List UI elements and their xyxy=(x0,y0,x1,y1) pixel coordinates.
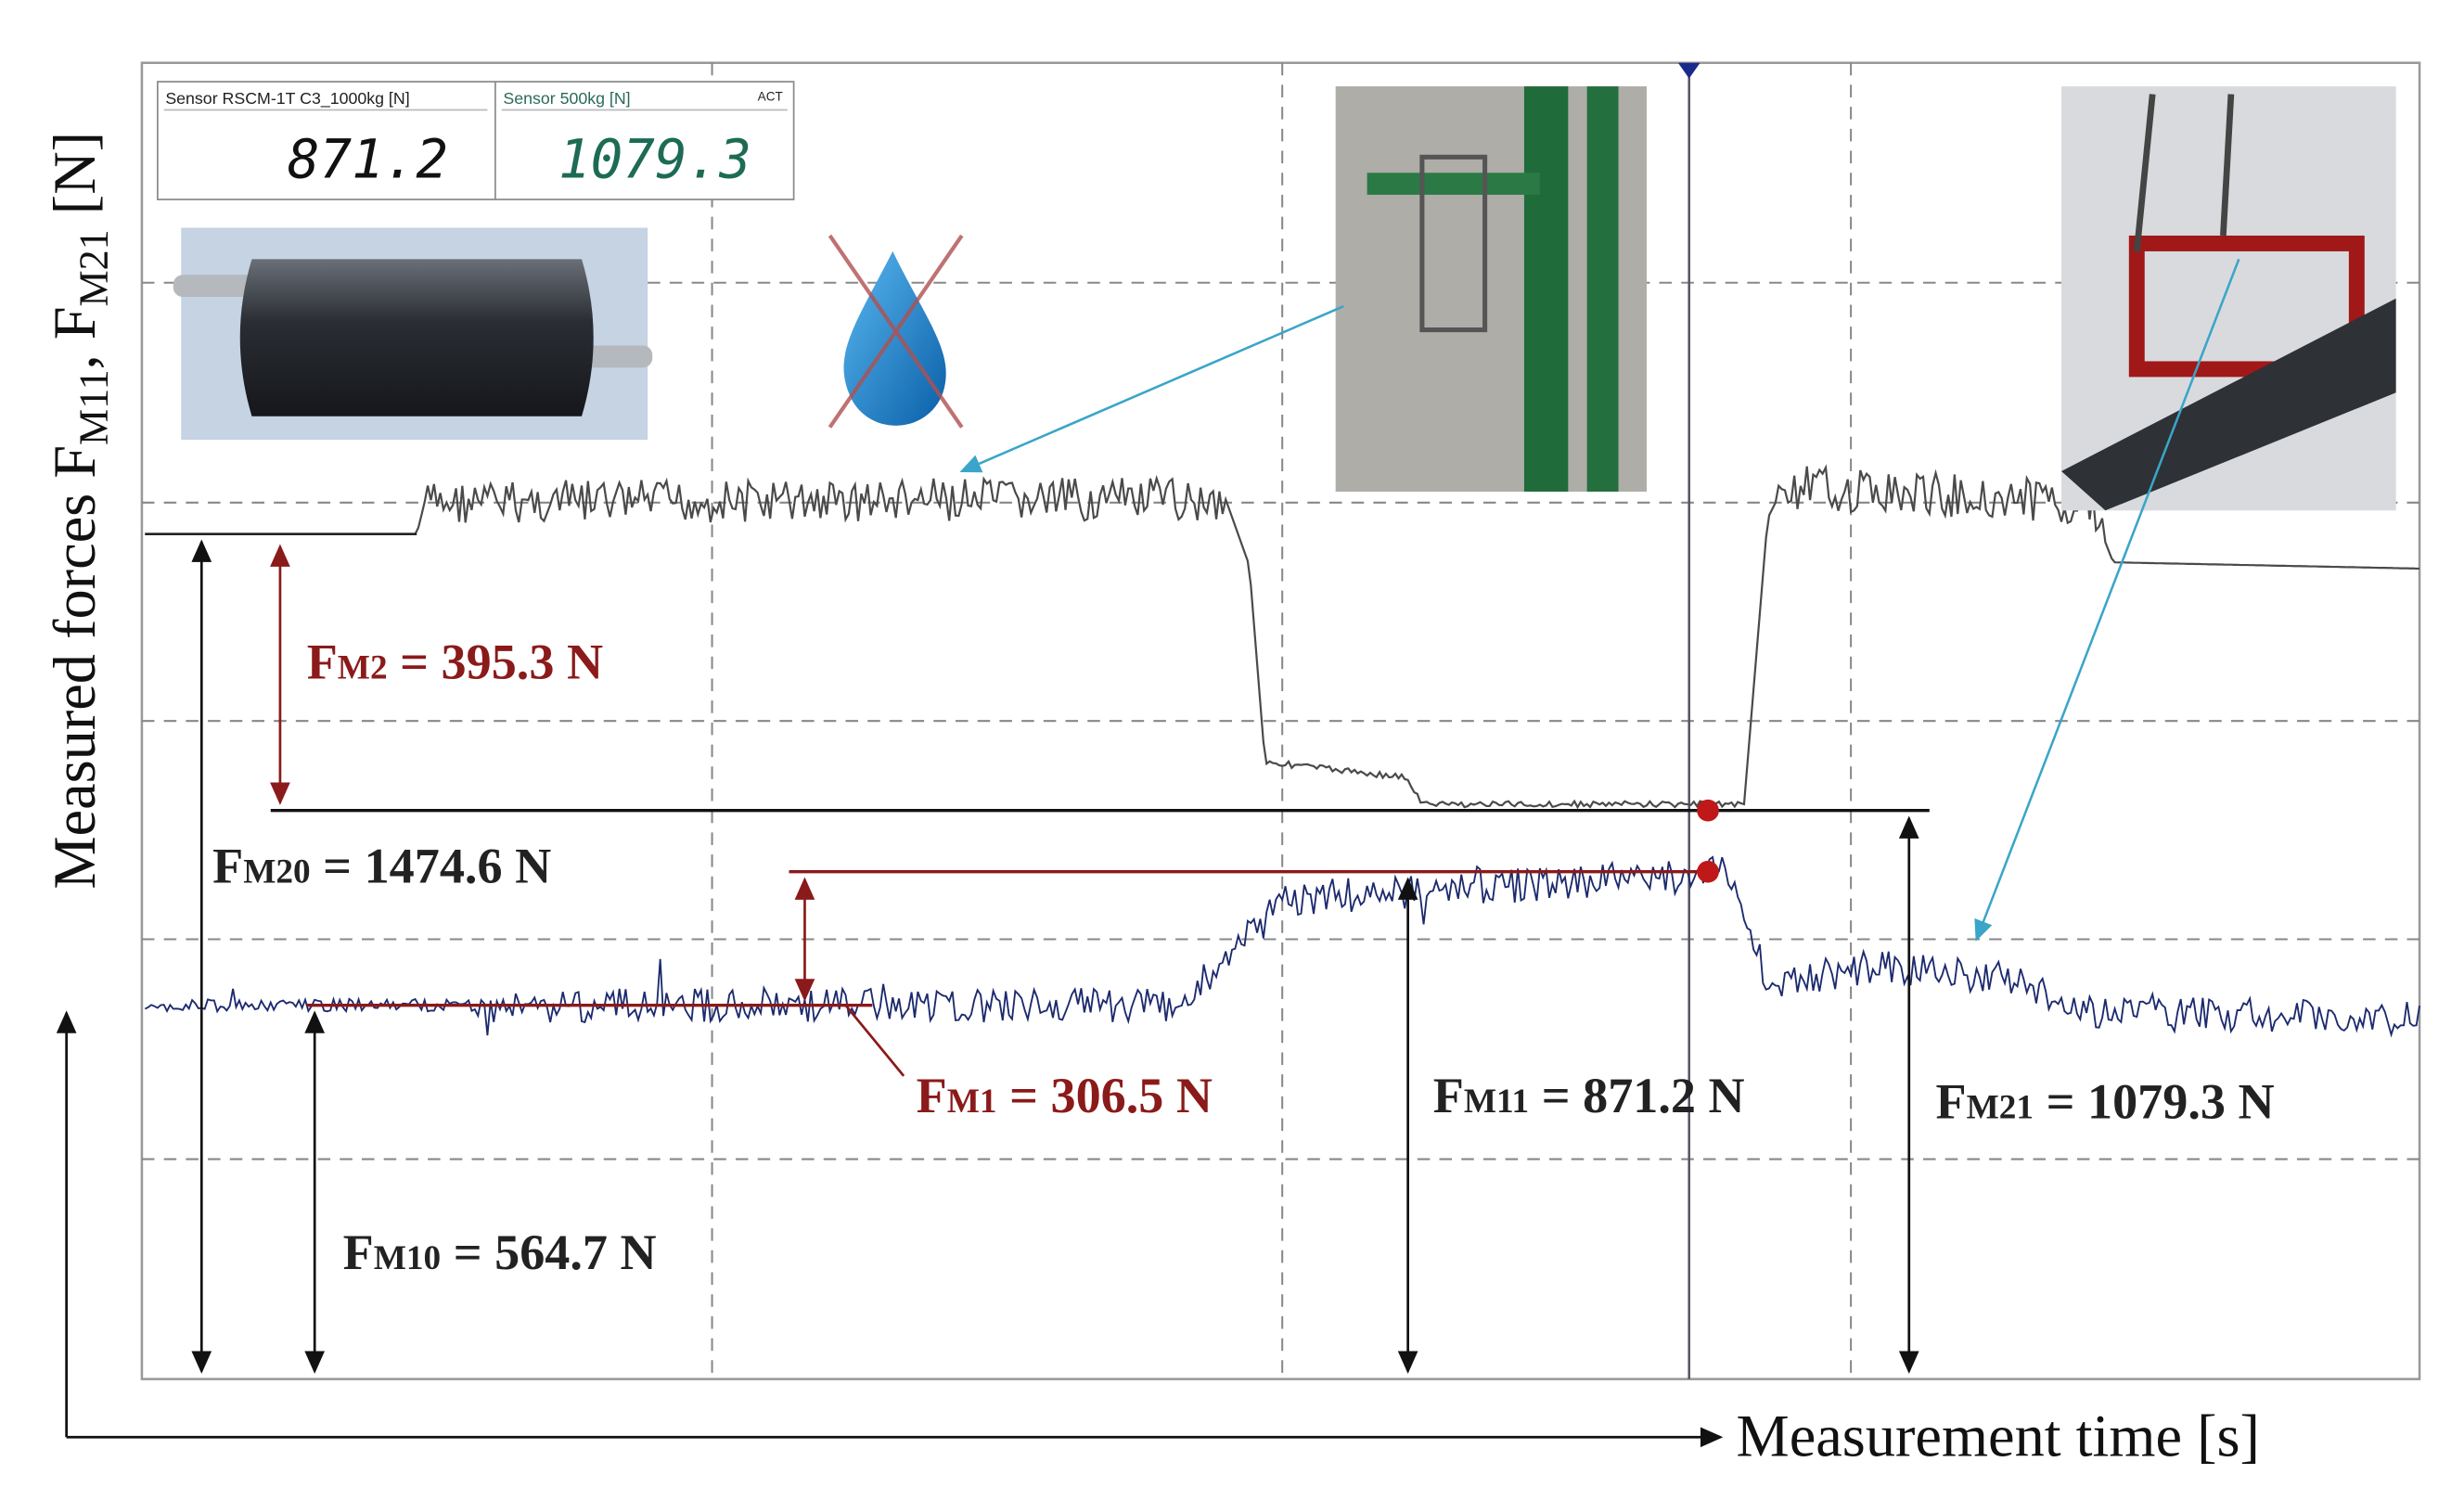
subscript: M11 xyxy=(1464,1083,1529,1121)
marker-point xyxy=(1697,860,1719,883)
symbol: F xyxy=(343,1224,374,1280)
sensor-status: ACT xyxy=(758,89,783,103)
label-part: , F xyxy=(42,306,108,369)
symbol: F xyxy=(307,634,338,689)
sensor-label: Sensor 500kg [N] xyxy=(503,89,630,108)
value-text: = 1079.3 N xyxy=(2034,1074,2275,1130)
annotation: FM11 = 871.2 N xyxy=(1433,1068,1745,1123)
symbol: F xyxy=(212,839,243,894)
value-text: = 1474.6 N xyxy=(311,839,552,894)
marker-point xyxy=(1697,799,1719,822)
label-part: [N] xyxy=(42,132,108,229)
value-text: = 564.7 N xyxy=(441,1224,657,1280)
subscript: M21 xyxy=(71,229,117,306)
pointer-arrow xyxy=(1974,258,2240,942)
signal-trace xyxy=(145,464,2420,810)
label-part: Measured forces F xyxy=(42,445,108,890)
value-text: = 306.5 N xyxy=(997,1068,1213,1123)
annotation: FM20 = 1474.6 N xyxy=(212,839,551,894)
symbol: F xyxy=(917,1068,947,1123)
sensor-display: Sensor RSCM-1T C3_1000kg [N] Sensor 500k… xyxy=(157,81,795,200)
dimension-arrows xyxy=(191,539,1919,1374)
y-axis-label: Measured forces FM11, FM21 [N] xyxy=(42,132,117,890)
x-axis-label: Measurement time [s] xyxy=(1737,1404,2260,1469)
subscript: M11 xyxy=(71,369,117,445)
value-text: = 871.2 N xyxy=(1529,1068,1745,1123)
test-rig-image xyxy=(1335,86,1648,492)
conveyor-rig-image xyxy=(2061,86,2396,511)
symbol: F xyxy=(1433,1068,1464,1123)
water-drop-icon xyxy=(828,234,964,429)
roller-image xyxy=(173,227,653,441)
annotation: FM1 = 306.5 N xyxy=(917,1068,1213,1123)
subscript: M2 xyxy=(338,648,388,686)
leader-line xyxy=(844,1004,905,1077)
cursor-marker xyxy=(1677,62,1700,79)
annotation: FM10 = 564.7 N xyxy=(343,1224,657,1280)
subscript: M20 xyxy=(243,853,310,891)
display-frame xyxy=(157,81,795,200)
pointer-arrow xyxy=(959,305,1344,473)
annotation: FM21 = 1079.3 N xyxy=(1936,1074,2275,1130)
subscript: M10 xyxy=(374,1239,441,1277)
sensor-reading: 871.2 xyxy=(288,128,448,190)
value-text: = 395.3 N xyxy=(388,634,604,689)
sensor-reading: 1079.3 xyxy=(558,128,751,190)
subscript: M21 xyxy=(1967,1089,2034,1127)
symbol: F xyxy=(1936,1074,1967,1130)
annotation: FM2 = 395.3 N xyxy=(307,634,603,689)
subscript: M1 xyxy=(947,1083,997,1121)
sensor-label: Sensor RSCM-1T C3_1000kg [N] xyxy=(165,89,409,109)
reference-lines xyxy=(145,532,1930,1007)
